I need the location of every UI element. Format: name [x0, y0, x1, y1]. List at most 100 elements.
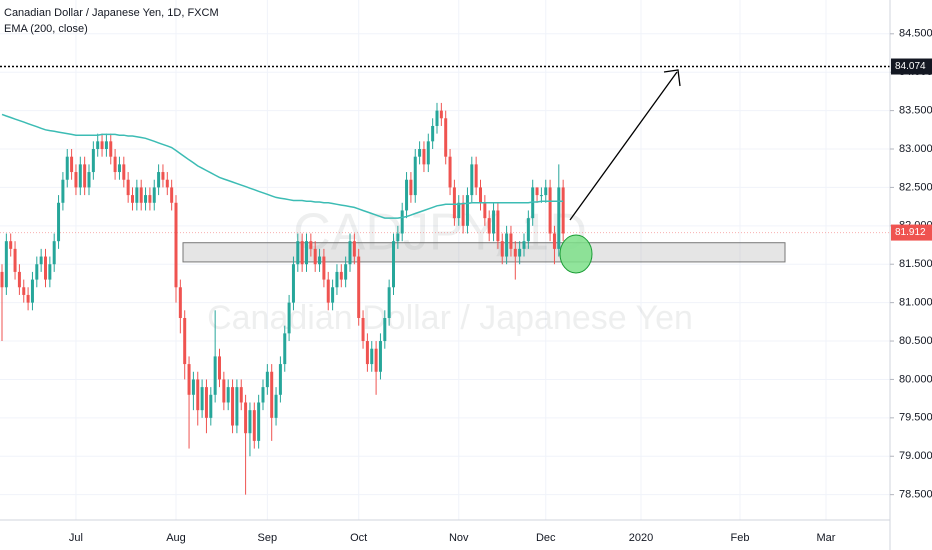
candle-body: [331, 287, 335, 303]
ema-line: [1, 113, 564, 219]
candle-body: [13, 248, 17, 272]
candle-body: [165, 179, 169, 188]
candle-body: [278, 364, 282, 395]
candle-body: [348, 241, 352, 265]
candle-body: [500, 241, 504, 257]
candle-body: [104, 141, 108, 150]
candle-body: [48, 264, 52, 280]
x-tick-label: 2020: [629, 532, 653, 544]
candle-body: [305, 241, 308, 265]
candle-body: [170, 187, 174, 203]
candle-body: [339, 271, 343, 280]
candle-body: [283, 333, 287, 365]
candle-body: [39, 256, 43, 265]
candle-body: [544, 187, 548, 196]
last-price-box: [891, 224, 932, 241]
candle-body: [352, 241, 356, 257]
candle-body: [435, 110, 439, 126]
candle-body: [0, 271, 4, 288]
y-tick-label: 79.500: [899, 412, 932, 424]
candle-body: [409, 179, 413, 196]
candle-body: [109, 141, 113, 157]
candle-body: [535, 187, 539, 196]
candle-body: [383, 317, 387, 342]
candle-body: [405, 179, 409, 211]
candle-body: [370, 348, 374, 365]
candle-body: [65, 156, 69, 180]
x-tick-label: Nov: [449, 532, 469, 544]
candle-body: [144, 195, 148, 203]
candle-body: [148, 195, 152, 203]
candle-body: [418, 149, 422, 157]
indicator-label: EMA (200, close): [4, 23, 88, 35]
y-tick-label: 79.000: [899, 450, 932, 462]
last-price-label: 81.912: [895, 227, 926, 238]
candle-body: [487, 218, 491, 234]
candle-body: [178, 287, 182, 318]
arrow-shaft: [569, 71, 678, 221]
watermark-name: Canadian Dollar / Japanese Yen: [207, 299, 693, 337]
candle-body: [461, 202, 465, 226]
candle-body: [96, 141, 100, 150]
candle-body: [9, 241, 13, 249]
x-tick-label: Jul: [69, 532, 83, 544]
candle-body: [157, 172, 161, 188]
candle-body: [335, 271, 339, 288]
arrow-head: [663, 69, 681, 87]
candle-body: [70, 156, 74, 173]
y-tick-label: 78.500: [899, 489, 932, 501]
candle-body: [117, 164, 121, 173]
candle-body: [61, 179, 65, 203]
candle-body: [222, 379, 226, 403]
candle-body: [431, 125, 435, 142]
candle-body: [561, 187, 565, 234]
candle-body: [548, 187, 552, 234]
candle-body: [265, 371, 269, 388]
candle-body: [378, 341, 382, 372]
candle-body: [496, 210, 500, 242]
candle-body: [291, 264, 295, 303]
candle-body: [313, 248, 317, 265]
candle-body: [270, 371, 274, 418]
candle-body: [17, 271, 21, 288]
candle-body: [218, 356, 221, 380]
x-tick-label: Mar: [817, 532, 836, 544]
candle-body: [200, 387, 204, 411]
target-price-label: 84.074: [895, 61, 926, 72]
candle-body: [174, 202, 178, 288]
x-tick-label: Sep: [258, 532, 278, 544]
x-tick-label: Dec: [536, 532, 556, 544]
candle-body: [244, 402, 248, 434]
candle-body: [113, 156, 117, 173]
candle-body: [35, 264, 39, 280]
candle-body: [135, 187, 139, 203]
candle-body: [322, 256, 326, 280]
candle-body: [248, 410, 252, 434]
candle-body: [187, 364, 191, 395]
candle-body: [44, 256, 47, 280]
candle-body: [100, 141, 104, 150]
candle-body: [226, 387, 230, 403]
candle-body: [74, 172, 78, 188]
candle-body: [522, 241, 526, 249]
candle-body: [483, 202, 487, 219]
y-tick-label: 83.000: [899, 143, 932, 155]
candle-body: [231, 387, 235, 426]
candle-body: [552, 233, 556, 249]
candle-body: [557, 187, 561, 249]
candle-body: [83, 164, 87, 188]
candle-body: [287, 302, 291, 334]
candle-body: [131, 195, 134, 203]
candle-body: [191, 379, 195, 395]
candle-body: [374, 348, 378, 372]
candle-body: [505, 233, 509, 257]
candle-body: [400, 210, 404, 234]
candle-body: [309, 241, 313, 249]
candle-body: [526, 218, 530, 242]
y-tick-label: 80.000: [899, 373, 932, 385]
candle-body: [448, 156, 452, 188]
candle-body: [465, 195, 469, 226]
candle-body: [204, 387, 208, 418]
